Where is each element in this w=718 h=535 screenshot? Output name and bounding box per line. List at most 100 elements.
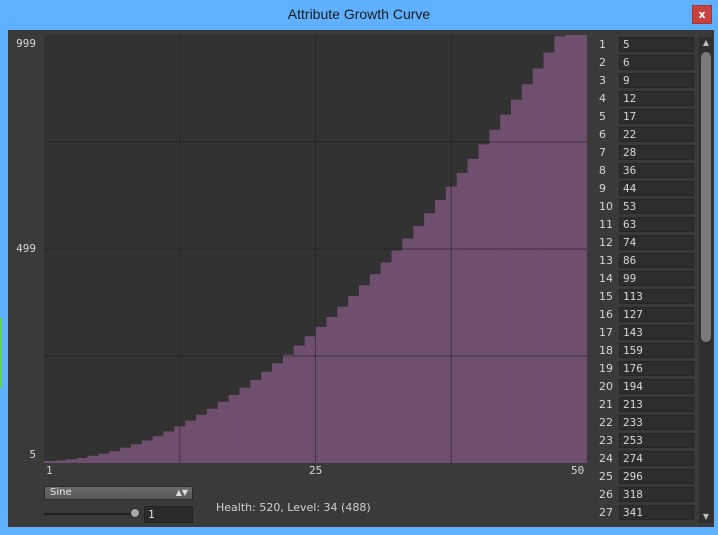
- level-number: 14: [599, 272, 613, 285]
- list-item: 17 143: [597, 325, 697, 340]
- level-value-field[interactable]: 176: [619, 361, 694, 376]
- list-item: 10 53: [597, 199, 697, 214]
- chart-bar: [206, 408, 219, 463]
- level-slider-track[interactable]: [44, 513, 136, 515]
- chart-bar: [217, 401, 230, 463]
- title-bar[interactable]: Attribute Growth Curve x: [0, 0, 718, 30]
- list-item: 15 113: [597, 289, 697, 304]
- level-value-field[interactable]: 12: [619, 91, 694, 106]
- list-item: 23 253: [597, 433, 697, 448]
- chart-bar: [402, 238, 414, 463]
- chart-bar: [282, 354, 295, 463]
- level-value-field[interactable]: 253: [619, 433, 694, 448]
- chart-bar: [54, 460, 67, 463]
- chart-bar: [76, 458, 89, 463]
- scroll-down-arrow-icon[interactable]: ▼: [702, 512, 710, 521]
- chart-bar: [239, 387, 251, 463]
- chart-bar: [141, 440, 154, 463]
- chart-bar: [250, 380, 262, 463]
- list-scrollbar[interactable]: ▲ ▼: [699, 37, 713, 523]
- level-value-field[interactable]: 28: [619, 145, 694, 160]
- y-tick-label-max: 999: [16, 37, 36, 50]
- chart-bar: [304, 336, 317, 463]
- level-number: 20: [599, 380, 613, 393]
- chart-bar: [315, 326, 327, 463]
- chart-bar: [65, 459, 78, 463]
- level-value-field[interactable]: 113: [619, 289, 694, 304]
- level-value-field[interactable]: 233: [619, 415, 694, 430]
- level-number: 21: [599, 398, 613, 411]
- chart-bar: [369, 274, 382, 463]
- level-value-field[interactable]: 9: [619, 73, 694, 88]
- level-value-field[interactable]: 274: [619, 451, 694, 466]
- level-value-field[interactable]: 86: [619, 253, 694, 268]
- level-value-field[interactable]: 318: [619, 487, 694, 502]
- list-item: 26 318: [597, 487, 697, 502]
- level-value-field[interactable]: 5: [619, 37, 694, 52]
- growth-curve-chart[interactable]: [44, 35, 587, 463]
- level-number: 24: [599, 452, 613, 465]
- close-button[interactable]: x: [692, 5, 712, 24]
- level-value-field[interactable]: 213: [619, 397, 694, 412]
- level-value-field[interactable]: 6: [619, 55, 694, 70]
- chart-bar: [391, 250, 403, 463]
- chart-bar: [98, 453, 110, 463]
- level-number: 10: [599, 200, 613, 213]
- level-input[interactable]: 1: [144, 506, 193, 523]
- level-value-field[interactable]: 341: [619, 505, 694, 520]
- level-value-field[interactable]: 17: [619, 109, 694, 124]
- chart-bars: [44, 35, 587, 463]
- level-values-list: 1 5 2 6 3 9 4 12 5 17 6 22 7 28 8 36 9 44 10 53 11 63 12 74 13 86…: [597, 37, 697, 523]
- level-number: 13: [599, 254, 613, 267]
- chart-bar: [500, 114, 512, 463]
- level-number: 23: [599, 434, 613, 447]
- chart-bar: [467, 158, 479, 463]
- level-number: 4: [599, 92, 606, 105]
- list-item: 21 213: [597, 397, 697, 412]
- level-number: 7: [599, 146, 606, 159]
- level-number: 25: [599, 470, 613, 483]
- chart-bar: [358, 285, 371, 463]
- list-item: 16 127: [597, 307, 697, 322]
- level-number: 3: [599, 74, 606, 87]
- chart-bar: [130, 444, 143, 463]
- x-tick-label-min: 1: [46, 464, 53, 477]
- chart-bar: [510, 99, 523, 463]
- level-value-field[interactable]: 143: [619, 325, 694, 340]
- window-title: Attribute Growth Curve: [287, 6, 431, 22]
- chart-bar: [543, 52, 556, 463]
- level-number: 22: [599, 416, 613, 429]
- level-number: 17: [599, 326, 613, 339]
- level-value-field[interactable]: 194: [619, 379, 694, 394]
- scroll-up-arrow-icon[interactable]: ▲: [702, 38, 710, 47]
- list-item: 11 63: [597, 217, 697, 232]
- chart-bar: [228, 395, 241, 463]
- level-value-field[interactable]: 22: [619, 127, 694, 142]
- level-slider-handle[interactable]: [130, 508, 140, 518]
- level-value-field[interactable]: 36: [619, 163, 694, 178]
- level-value-field[interactable]: 99: [619, 271, 694, 286]
- level-value-field[interactable]: 159: [619, 343, 694, 358]
- level-value-field[interactable]: 296: [619, 469, 694, 484]
- chart-bar: [478, 144, 490, 463]
- x-tick-label-mid: 25: [309, 464, 323, 477]
- chart-grid: [44, 35, 587, 463]
- level-value-field[interactable]: 63: [619, 217, 694, 232]
- scrollbar-thumb[interactable]: [701, 52, 711, 342]
- list-item: 25 296: [597, 469, 697, 484]
- window-edge-accent: [0, 318, 2, 388]
- level-value-field[interactable]: 53: [619, 199, 694, 214]
- list-item: 5 17: [597, 109, 697, 124]
- curve-type-dropdown[interactable]: Sine ▲▼: [44, 486, 193, 500]
- list-item: 8 36: [597, 163, 697, 178]
- level-value-field[interactable]: 44: [619, 181, 694, 196]
- list-item: 18 159: [597, 343, 697, 358]
- level-value-field[interactable]: 74: [619, 235, 694, 250]
- level-value-field[interactable]: 127: [619, 307, 694, 322]
- level-number: 1: [599, 38, 606, 51]
- x-tick-label-max: 50: [571, 464, 585, 477]
- level-number: 9: [599, 182, 606, 195]
